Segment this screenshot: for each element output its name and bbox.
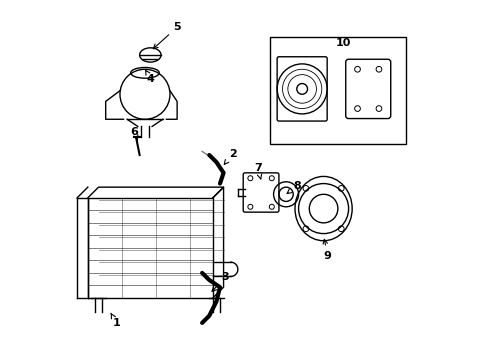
Text: 4: 4: [146, 70, 155, 84]
Text: 9: 9: [323, 239, 331, 261]
Text: 1: 1: [111, 313, 121, 328]
Text: 6: 6: [131, 127, 139, 140]
Text: 10: 10: [336, 38, 351, 48]
Text: 7: 7: [254, 163, 262, 179]
Text: 2: 2: [224, 149, 237, 165]
Text: 8: 8: [287, 181, 301, 194]
Text: 3: 3: [212, 272, 229, 291]
Bar: [270, 37, 406, 144]
Text: 5: 5: [153, 22, 181, 49]
